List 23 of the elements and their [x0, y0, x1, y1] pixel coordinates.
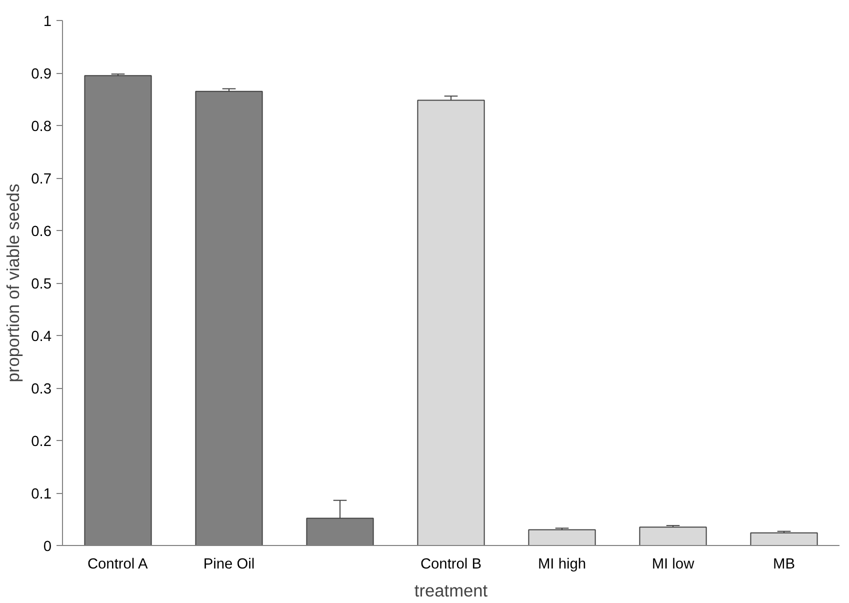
bar	[750, 532, 818, 546]
y-axis-title: proportion of viable seeds	[3, 183, 24, 382]
y-tick-label: 0.5	[31, 276, 52, 292]
y-tick-label: 0.6	[31, 224, 52, 240]
y-tick-label: 1	[43, 14, 52, 30]
y-tick-label: 0.9	[31, 66, 52, 82]
y-tick-label: 0.2	[31, 434, 52, 450]
x-tick-label: Control A	[87, 556, 148, 572]
y-tick-label: 0.7	[31, 172, 52, 188]
y-tick-label: 0.1	[31, 486, 52, 502]
x-tick-label: Pine Oil	[203, 556, 255, 572]
x-tick-label: MI high	[538, 556, 586, 572]
x-axis-title: treatment	[414, 580, 488, 600]
x-tick-label: MI low	[652, 556, 695, 572]
bar	[417, 100, 485, 546]
x-tick-label: MB	[773, 556, 795, 572]
y-tick-label: 0.8	[31, 119, 52, 135]
bar	[639, 526, 707, 546]
y-tick-label: 0.3	[31, 382, 52, 398]
x-tick-label: Control B	[420, 556, 482, 572]
y-tick-label: 0	[43, 539, 52, 555]
bar	[528, 529, 596, 546]
y-tick-label: 0.4	[31, 329, 52, 345]
